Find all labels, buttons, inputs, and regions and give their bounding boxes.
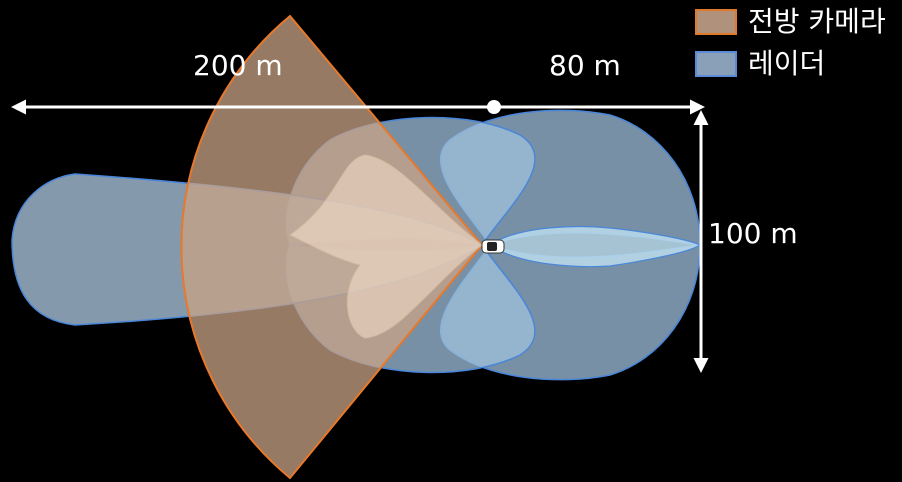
legend-swatch-camera [695, 9, 737, 35]
lateral-range-label: 100 m [708, 217, 798, 250]
forward-range-label: 200 m [193, 49, 283, 82]
vehicle-position-marker [487, 100, 501, 114]
rear-range-label: 80 m [549, 49, 621, 82]
legend-label-camera: 전방 카메라 [748, 5, 886, 38]
legend-label-radar: 레이더 [748, 47, 826, 80]
camera-radar-overlap-zone [289, 154, 483, 339]
vehicle-icon [481, 239, 505, 254]
legend-swatch-radar [695, 51, 737, 77]
